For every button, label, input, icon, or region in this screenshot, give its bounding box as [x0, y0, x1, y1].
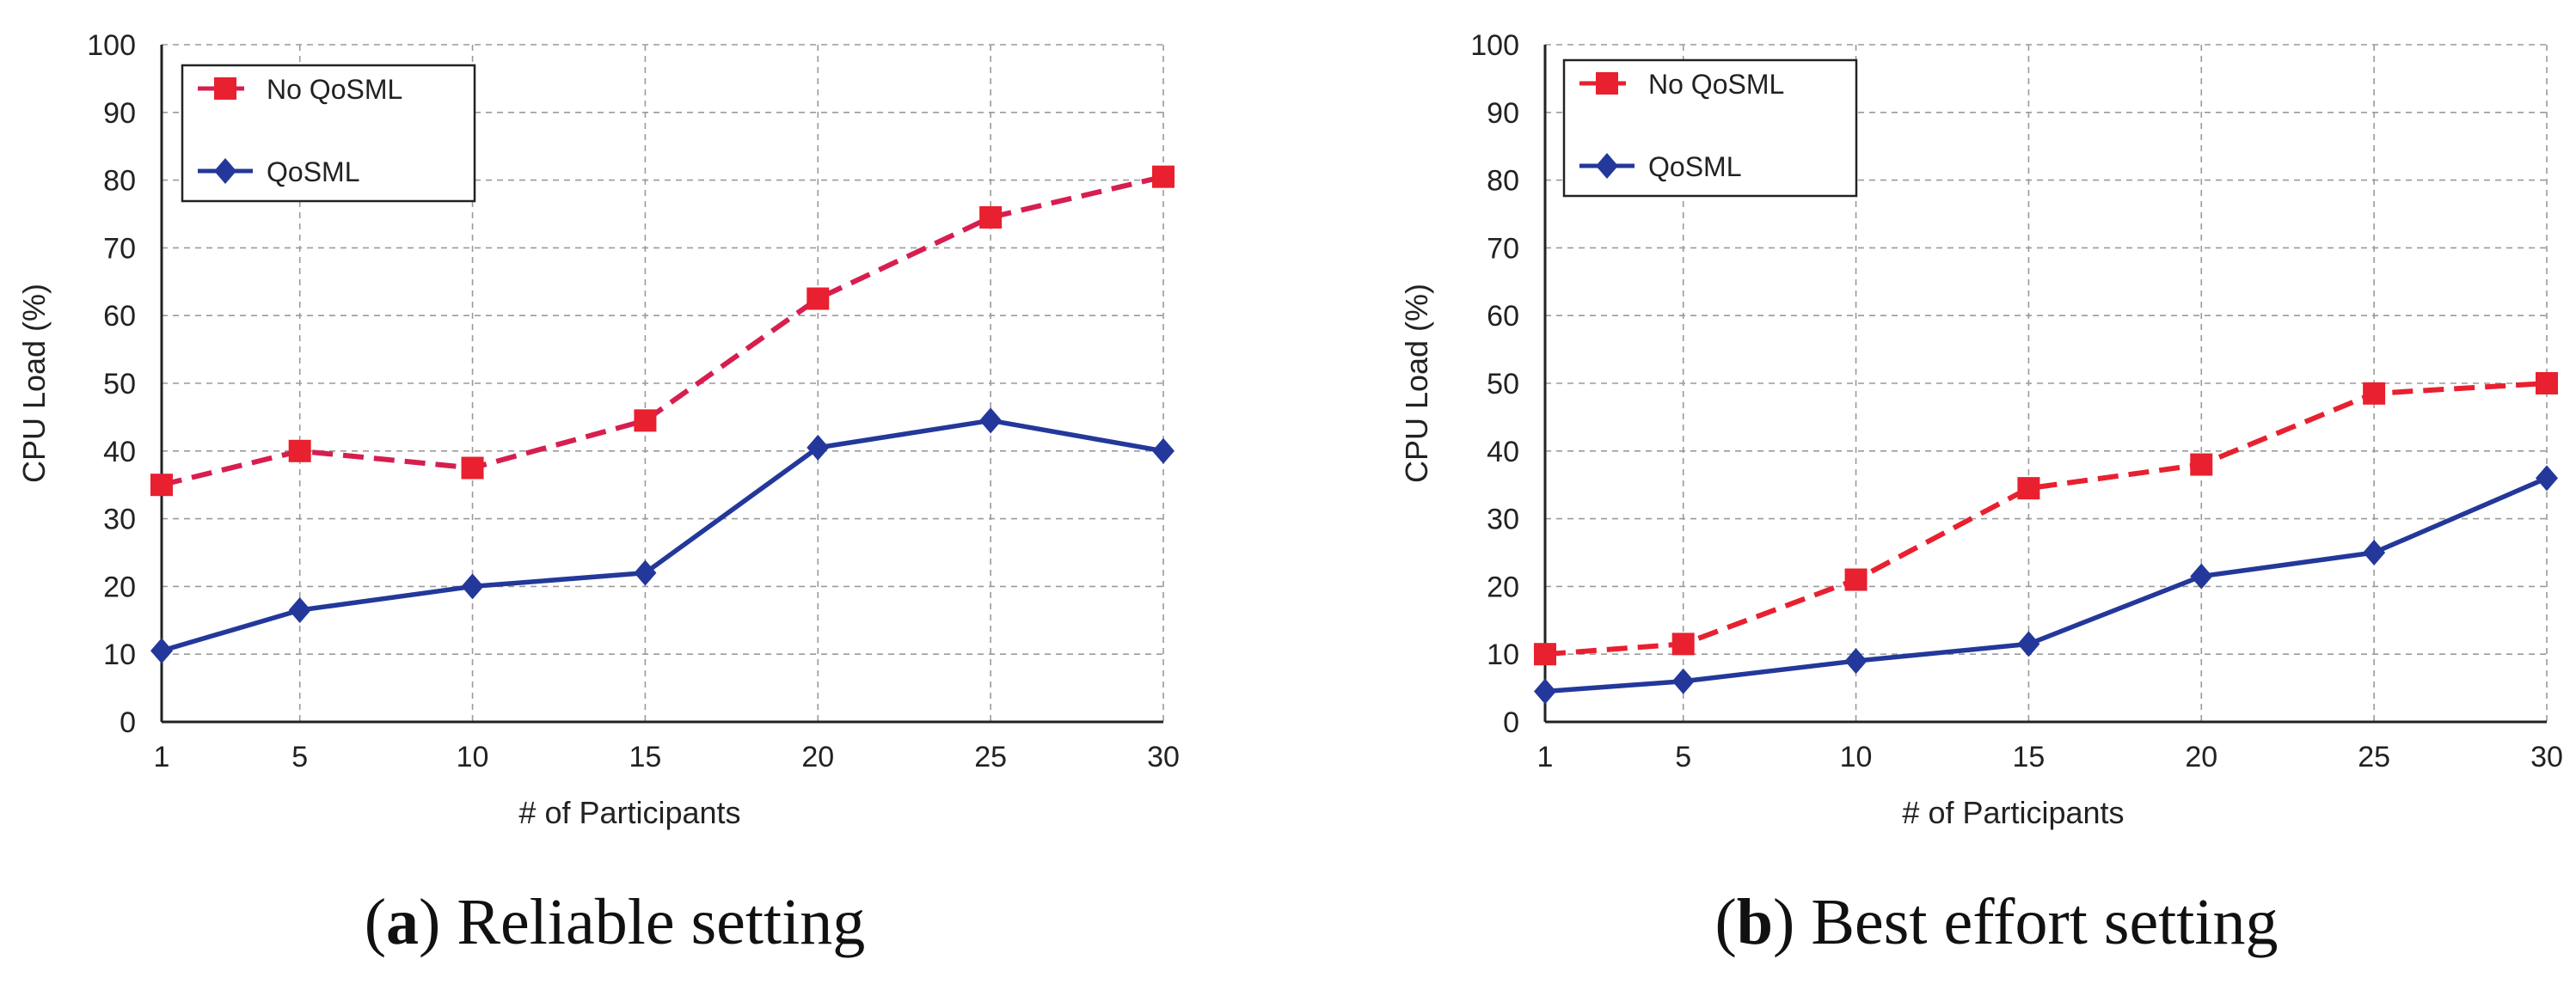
figure-caption: (b) Best effort setting: [1714, 886, 2278, 958]
data-point-square: [288, 439, 311, 462]
legend-marker-square: [214, 77, 236, 100]
legend-label: QoSML: [267, 156, 359, 187]
data-point-square: [2190, 453, 2213, 476]
caption-panel-label: b: [1737, 886, 1773, 958]
x-tick-label: 10: [1840, 741, 1873, 773]
x-tick-label: 15: [629, 741, 661, 773]
y-tick-label: 30: [1487, 504, 1519, 536]
x-axis-label: # of Participants: [518, 795, 740, 830]
data-point-square: [2536, 372, 2558, 394]
data-point-square: [1152, 165, 1175, 188]
y-tick-label: 10: [103, 639, 136, 671]
y-tick-label: 0: [1503, 706, 1519, 739]
data-point-diamond: [1152, 437, 1175, 464]
x-tick-label: 30: [2530, 741, 2563, 773]
data-point-diamond: [2536, 465, 2558, 492]
data-point-diamond: [2017, 631, 2040, 657]
legend-marker-square: [1596, 72, 1618, 95]
data-point-diamond: [1844, 648, 1868, 675]
y-axis-label: CPU Load (%): [1399, 284, 1434, 483]
data-point-diamond: [634, 559, 657, 586]
x-tick-label: 20: [2185, 741, 2217, 773]
y-tick-label: 30: [103, 504, 136, 536]
y-axis-label: CPU Load (%): [16, 284, 52, 483]
data-point-square: [150, 474, 173, 497]
data-point-square: [1534, 643, 1556, 666]
x-tick-label: 25: [974, 741, 1007, 773]
x-tick-label: 5: [1675, 741, 1691, 773]
y-tick-label: 40: [1487, 436, 1519, 468]
y-tick-label: 80: [103, 165, 136, 198]
legend-label: QoSML: [1648, 151, 1741, 182]
y-tick-label: 60: [1487, 300, 1519, 333]
data-point-diamond: [979, 407, 1003, 434]
legend-label: No QoSML: [267, 74, 402, 105]
x-tick-label: 5: [291, 741, 308, 773]
caption-text: ) Reliable setting: [419, 886, 865, 958]
x-axis-label: # of Participants: [1902, 795, 2124, 830]
y-tick-label: 10: [1487, 639, 1519, 671]
series-line-qosml: [1544, 475, 2548, 694]
x-tick-label: 1: [154, 741, 170, 773]
y-tick-label: 50: [1487, 368, 1519, 400]
x-tick-label: 20: [801, 741, 834, 773]
data-point-diamond: [807, 434, 830, 461]
caption-panel-label: a: [386, 886, 419, 958]
x-tick-label: 1: [1537, 741, 1554, 773]
data-point-square: [807, 287, 830, 310]
legend-marker-diamond: [1596, 153, 1618, 179]
y-tick-label: 90: [103, 97, 136, 130]
data-point-diamond: [288, 596, 311, 623]
data-point-square: [461, 456, 484, 480]
y-tick-label: 20: [1487, 571, 1519, 603]
y-tick-label: 80: [1487, 165, 1519, 198]
y-tick-label: 100: [87, 29, 136, 62]
x-tick-label: 15: [2012, 741, 2045, 773]
y-tick-label: 40: [103, 436, 136, 468]
y-tick-label: 100: [1470, 29, 1519, 62]
data-point-square: [2017, 477, 2040, 500]
data-point-diamond: [1534, 678, 1556, 705]
x-tick-label: 30: [1147, 741, 1180, 773]
data-point-diamond: [2190, 563, 2213, 590]
x-tick-label: 25: [2358, 741, 2390, 773]
legend-box: [181, 64, 476, 203]
x-tick-label: 10: [457, 741, 489, 773]
data-point-square: [634, 409, 657, 432]
data-point-diamond: [2363, 540, 2386, 565]
data-point-square: [1844, 568, 1868, 591]
y-tick-label: 60: [103, 300, 136, 333]
y-tick-label: 20: [103, 571, 136, 603]
legend-marker-diamond: [214, 158, 236, 184]
data-point-diamond: [150, 638, 173, 664]
y-tick-label: 70: [1487, 232, 1519, 265]
caption-text: ) Best effort setting: [1773, 886, 2278, 958]
y-tick-label: 0: [120, 706, 136, 739]
data-point-square: [2363, 382, 2386, 405]
data-point-square: [979, 205, 1003, 229]
data-point-square: [1671, 633, 1695, 656]
data-point-diamond: [1671, 668, 1695, 694]
data-point-diamond: [461, 573, 484, 600]
y-tick-label: 70: [103, 232, 136, 265]
y-tick-label: 50: [103, 368, 136, 400]
figure-caption: (a) Reliable setting: [365, 886, 866, 958]
series-line-qosml: [161, 418, 1164, 653]
series-line-no-qosml: [161, 174, 1164, 488]
y-tick-label: 90: [1487, 97, 1519, 130]
legend-label: No QoSML: [1648, 69, 1784, 100]
